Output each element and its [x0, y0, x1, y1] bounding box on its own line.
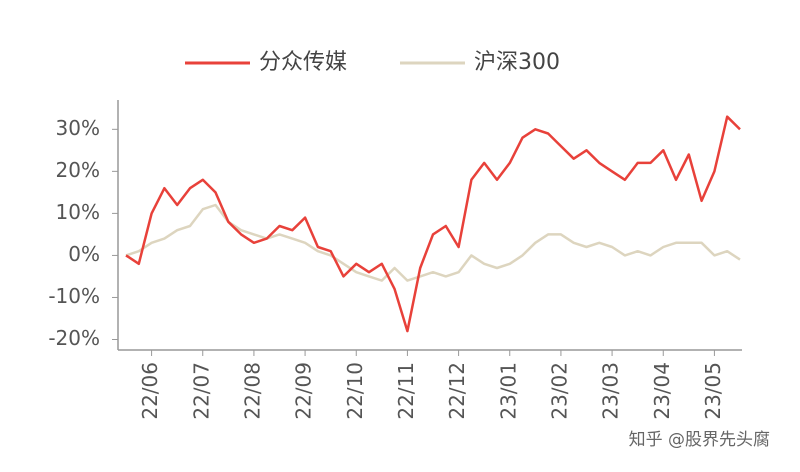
x-tick-label: 23/05: [701, 362, 725, 420]
legend-label: 分众传媒: [259, 50, 347, 75]
x-tick-label: 22/11: [394, 362, 418, 420]
x-tick-label: 23/03: [599, 362, 623, 420]
x-tick-label: 23/02: [547, 362, 571, 420]
x-tick-label: 22/09: [292, 362, 316, 420]
y-tick-label: -20%: [48, 326, 100, 350]
y-tick-label: -10%: [48, 284, 100, 308]
x-tick-label: 23/01: [496, 362, 520, 420]
y-tick-label: 0%: [68, 242, 100, 266]
x-tick-label: 22/12: [445, 362, 469, 420]
x-tick-label: 22/07: [189, 362, 213, 420]
legend-label: 沪深300: [474, 50, 560, 75]
series-line: [125, 115, 741, 333]
y-tick-label: 20%: [56, 158, 100, 182]
y-tick-label: 30%: [56, 116, 100, 140]
watermark: 知乎 @股界先头腐: [629, 430, 770, 450]
series-line: [125, 203, 741, 282]
x-tick-label: 22/06: [138, 362, 162, 420]
x-tick-label: 22/10: [343, 362, 367, 420]
x-tick-label: 23/04: [650, 362, 674, 420]
y-tick-label: 10%: [56, 200, 100, 224]
x-tick-label: 22/08: [240, 362, 264, 420]
